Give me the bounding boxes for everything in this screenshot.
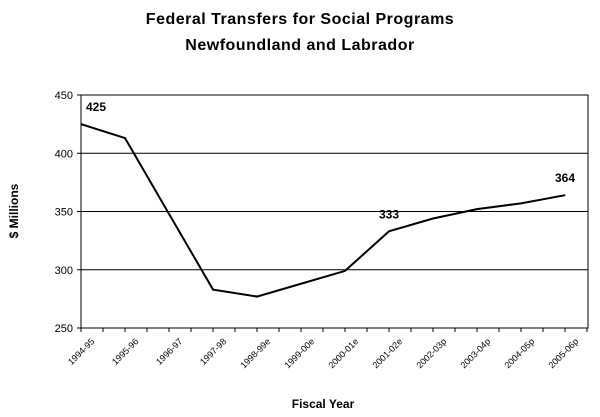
x-tick-label: 1998-99e [238, 336, 272, 370]
data-point [476, 208, 478, 210]
x-tick-label: 2000-01e [326, 336, 360, 370]
x-tick-label: 1999-00e [282, 336, 316, 370]
x-axis-label: Fiscal Year [292, 397, 355, 411]
y-tick-label: 250 [55, 323, 73, 335]
x-tick-label: 2001-02e [370, 336, 404, 370]
data-point [344, 270, 346, 272]
x-tick-label: 2002-03p [414, 336, 448, 370]
x-tick-label: 1997-98 [198, 336, 228, 366]
data-point [300, 283, 302, 285]
data-point [388, 230, 390, 232]
y-axis-label: $ Millions [7, 183, 21, 238]
data-point [124, 137, 126, 139]
data-point [564, 194, 566, 196]
x-tick-label: 1995-96 [110, 336, 140, 366]
data-point [432, 217, 434, 219]
data-label: 333 [379, 207, 399, 221]
x-tick-label: 2005-06p [546, 336, 580, 370]
x-tick-label: 1994-95 [66, 336, 96, 366]
chart-title: Federal Transfers for Social Programs [146, 11, 454, 28]
series-line [80, 123, 566, 298]
data-point [256, 296, 258, 298]
y-tick-label: 300 [55, 265, 73, 277]
data-point [168, 213, 170, 215]
y-tick-label: 400 [55, 148, 73, 160]
data-point [212, 289, 214, 291]
y-tick-label: 350 [55, 207, 73, 219]
chart-subtitle: Newfoundland and Labrador [185, 37, 414, 54]
y-tick-label: 450 [55, 90, 73, 102]
x-tick-label: 2003-04p [458, 336, 492, 370]
data-label: 364 [555, 171, 575, 185]
x-tick-label: 2004-05p [502, 336, 536, 370]
x-tick-label: 1996-97 [154, 336, 184, 366]
data-point [520, 202, 522, 204]
data-point [80, 123, 82, 125]
data-label: 425 [86, 100, 106, 114]
